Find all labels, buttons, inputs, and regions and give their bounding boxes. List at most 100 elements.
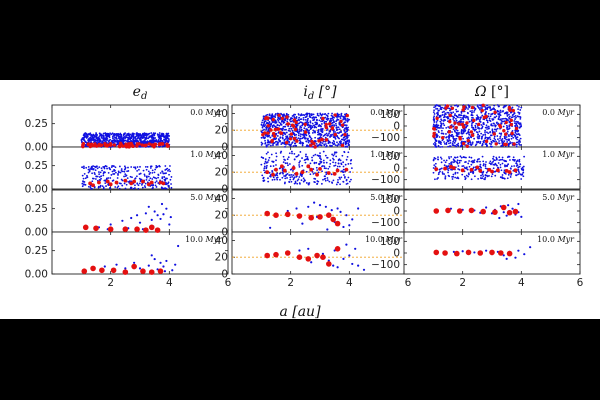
blue-point [317, 171, 320, 174]
blue-point [82, 177, 85, 180]
blue-point [452, 158, 455, 161]
blue-point [346, 120, 349, 123]
blue-point [307, 139, 310, 142]
blue-point [471, 114, 474, 117]
blue-point [485, 171, 488, 174]
blue-point [310, 137, 313, 140]
red-point [445, 104, 450, 108]
blue-point [309, 173, 312, 176]
blue-point [498, 112, 501, 114]
blue-point [318, 119, 321, 122]
blue-point [339, 142, 342, 144]
blue-point [499, 135, 502, 138]
blue-point [124, 139, 127, 142]
blue-point [326, 156, 329, 159]
blue-point [434, 141, 436, 144]
blue-point [511, 158, 514, 161]
blue-point [440, 119, 443, 122]
blue-point [480, 124, 483, 126]
blue-point [102, 139, 105, 141]
blue-point [288, 180, 291, 183]
blue-point [477, 118, 480, 120]
blue-point [497, 110, 500, 113]
blue-point [155, 186, 158, 188]
blue-point [487, 115, 490, 118]
blue-point [167, 132, 170, 135]
red-point [292, 118, 297, 122]
blue-point [443, 164, 446, 167]
blue-point [95, 132, 97, 134]
blue-point [338, 144, 340, 146]
blue-point [351, 218, 354, 221]
blue-point [285, 131, 288, 134]
blue-point [340, 131, 342, 134]
blue-point [311, 122, 314, 125]
blue-point [81, 174, 84, 177]
blue-point [479, 107, 482, 109]
blue-point [452, 128, 455, 131]
blue-point [315, 116, 318, 119]
blue-point [274, 115, 276, 118]
blue-point [264, 160, 267, 163]
blue-point [490, 145, 493, 148]
blue-point [271, 135, 274, 137]
blue-point [480, 104, 482, 107]
blue-point [304, 158, 307, 161]
blue-point [320, 130, 323, 133]
red-point [312, 141, 316, 146]
blue-point [517, 168, 520, 171]
blue-point [506, 156, 509, 159]
blue-point [330, 117, 332, 120]
blue-point [497, 118, 500, 121]
blue-point [335, 151, 338, 154]
blue-point [298, 164, 301, 166]
blue-point [312, 172, 315, 175]
blue-point [490, 143, 492, 146]
y-tick-label: 0 [221, 269, 228, 281]
blue-point [508, 135, 510, 138]
blue-point [168, 223, 171, 226]
blue-point [159, 139, 162, 142]
blue-point [473, 111, 475, 113]
red-point [324, 138, 329, 142]
blue-point [278, 124, 281, 127]
blue-point [262, 156, 264, 159]
red-point [273, 127, 278, 132]
y-tick-label: 0 [221, 184, 228, 196]
red-point [114, 180, 119, 185]
blue-point [343, 174, 345, 176]
blue-point [107, 177, 110, 179]
red-point [146, 182, 151, 187]
red-point [324, 122, 328, 127]
blue-point [497, 122, 500, 125]
blue-point [106, 137, 109, 140]
blue-point [459, 116, 461, 119]
blue-point [339, 210, 342, 213]
blue-point [453, 116, 455, 119]
red-point [290, 123, 295, 127]
blue-point [493, 140, 496, 143]
red-point [292, 136, 297, 141]
blue-point [304, 137, 306, 140]
blue-point [320, 133, 323, 136]
blue-point [269, 123, 272, 126]
blue-point [99, 184, 102, 187]
blue-point [473, 159, 476, 162]
blue-point [433, 115, 436, 118]
blue-point [138, 182, 141, 185]
blue-point [522, 168, 525, 171]
blue-point [151, 171, 154, 174]
blue-point [456, 156, 459, 159]
blue-point [276, 174, 279, 177]
blue-point [443, 124, 446, 127]
blue-point [468, 165, 471, 168]
blue-point [339, 183, 341, 186]
blue-point [125, 134, 127, 137]
blue-point [503, 171, 506, 174]
blue-point [484, 108, 486, 111]
blue-point [321, 142, 324, 145]
red-point [306, 164, 311, 169]
blue-point [315, 161, 318, 164]
blue-point [92, 165, 94, 167]
red-point [484, 139, 489, 144]
